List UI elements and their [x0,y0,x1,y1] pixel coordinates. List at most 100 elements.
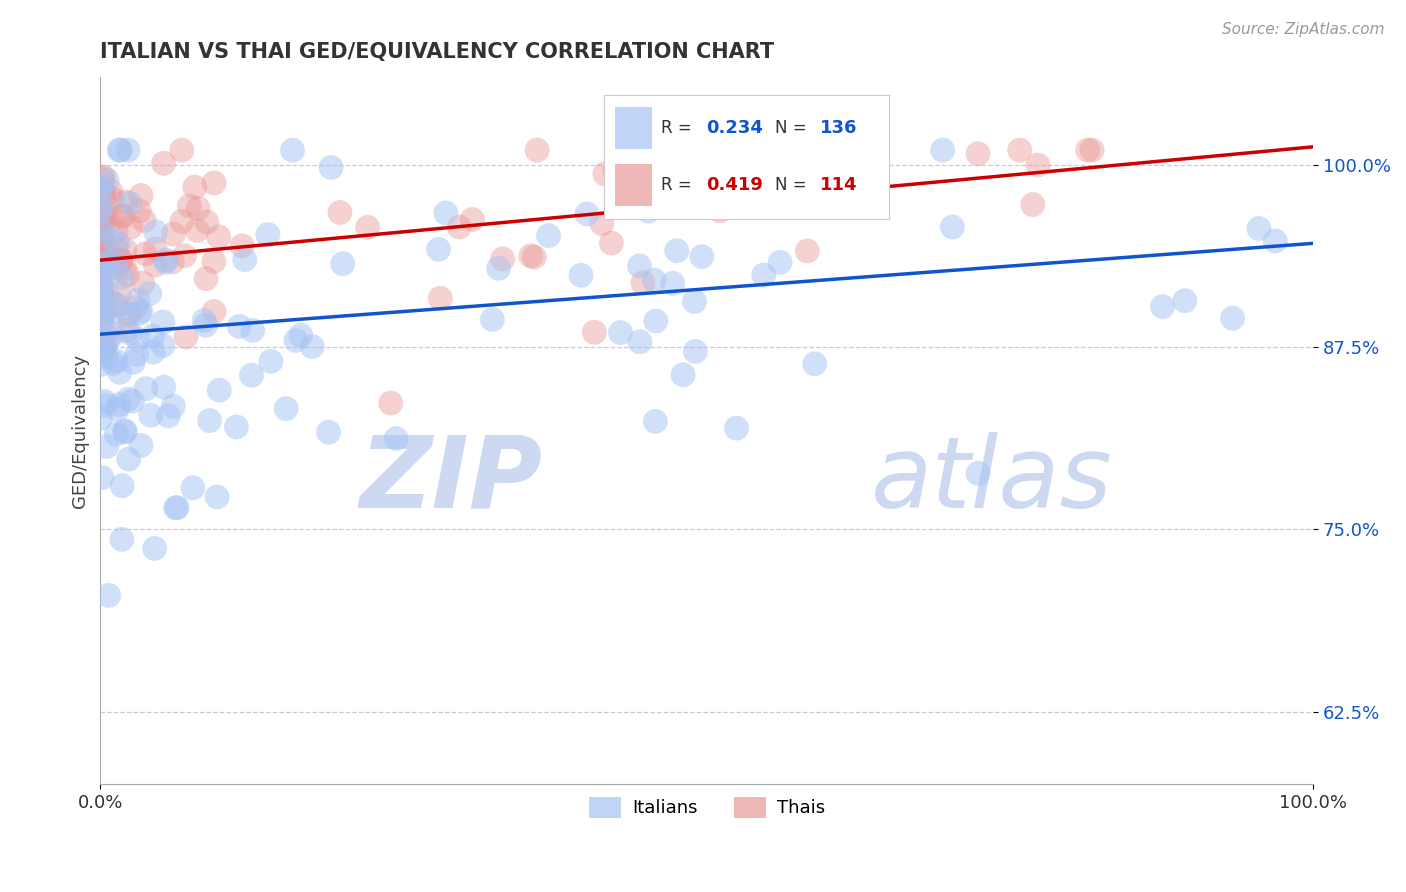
Point [449,219,471,234]
Point [89,300,111,314]
Point [100,191,122,205]
Point [105,427,128,442]
Point [941,220,963,235]
Point [90,358,112,372]
Point [661,277,683,291]
Point [796,244,818,258]
Point [205,490,228,504]
Point [89,295,111,310]
Point [89,275,111,289]
Point [842,155,865,169]
Point [90,199,112,213]
Point [90,291,112,305]
Point [318,425,340,440]
Point [89,286,111,301]
Point [769,255,792,269]
Point [118,196,141,211]
Point [143,258,166,272]
Point [145,225,167,239]
Point [520,249,543,263]
Point [90,179,112,194]
Point [142,345,165,359]
Point [96,288,118,302]
Point [114,425,136,439]
Point [202,254,225,268]
Point [630,143,652,157]
Point [101,326,124,341]
Point [89,283,111,297]
Point [672,368,695,382]
Point [91,234,114,248]
Point [274,401,297,416]
Point [380,396,402,410]
Point [114,424,136,438]
Text: ITALIAN VS THAI GED/EQUIVALENCY CORRELATION CHART: ITALIAN VS THAI GED/EQUIVALENCY CORRELAT… [100,42,775,62]
Text: ZIP: ZIP [360,432,543,529]
Point [90,316,112,330]
Point [93,394,115,409]
Point [91,231,114,245]
Point [628,148,651,162]
Point [93,191,115,205]
Point [162,227,184,241]
Point [125,301,148,315]
Point [97,588,120,602]
Point [569,268,592,283]
Point [301,340,323,354]
Point [107,236,129,251]
Point [108,285,131,300]
Point [186,223,208,237]
Point [114,195,136,210]
Point [96,351,118,365]
Point [104,354,127,368]
Text: Source: ZipAtlas.com: Source: ZipAtlas.com [1222,22,1385,37]
Point [90,252,112,267]
Point [575,207,598,221]
Point [162,255,184,269]
Point [179,199,201,213]
Point [461,212,484,227]
Point [170,143,193,157]
Point [173,249,195,263]
Point [195,215,218,229]
Point [91,315,114,329]
Point [118,307,141,321]
Point [166,500,188,515]
Point [91,186,114,200]
Point [284,334,307,348]
Point [225,420,247,434]
Point [89,204,111,219]
Point [683,294,706,309]
Point [110,143,132,157]
Point [821,194,844,209]
Point [91,261,114,276]
Point [111,209,134,223]
Point [93,211,115,226]
Point [114,261,136,276]
Point [90,290,112,304]
Point [111,209,134,223]
Point [631,276,654,290]
Point [931,143,953,157]
Point [128,203,150,218]
Point [356,220,378,235]
Point [96,439,118,453]
Point [142,329,165,343]
Point [481,312,503,326]
Point [121,394,143,409]
Point [725,421,748,435]
Point [89,212,111,227]
Point [664,154,686,169]
Point [115,323,138,337]
Point [110,253,132,268]
Point [103,296,125,310]
Point [122,355,145,369]
Point [1008,143,1031,157]
Point [105,402,128,417]
Point [114,243,136,257]
Point [591,217,613,231]
Point [110,252,132,267]
Point [94,334,117,348]
Point [170,214,193,228]
Point [157,409,180,423]
